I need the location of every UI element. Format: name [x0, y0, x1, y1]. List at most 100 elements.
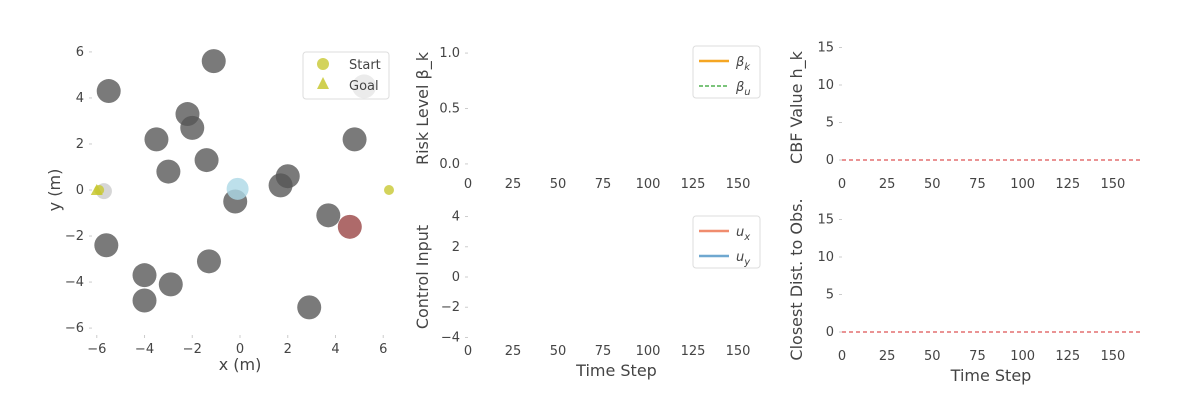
y-tick-label: 4 — [452, 210, 460, 225]
y-tick-label: 15 — [817, 213, 834, 228]
x-tick-label: 0 — [838, 349, 846, 364]
x-tick-label: 100 — [636, 177, 661, 192]
obstacle-circle — [316, 203, 341, 228]
obstacle-circle — [268, 173, 293, 198]
obstacle-circle — [94, 233, 119, 258]
legend-start-label: Start — [349, 58, 381, 73]
obstacle-circle — [201, 49, 226, 74]
obstacle-circle — [144, 127, 169, 152]
highlight-obstacle-circle — [337, 214, 362, 239]
x-axis-label: Time Step — [575, 361, 657, 380]
x-tick-label: 6 — [379, 342, 387, 357]
y-tick-label: −2 — [65, 229, 84, 244]
x-tick-label: 100 — [636, 344, 661, 359]
y-tick-label: 0.5 — [439, 102, 460, 117]
x-tick-label: 50 — [550, 344, 567, 359]
obstacle-circle — [342, 127, 367, 152]
x-tick-label: 25 — [879, 349, 896, 364]
x-tick-label: 25 — [505, 177, 522, 192]
x-tick-label: 75 — [595, 177, 612, 192]
y-axis-label: Control Input — [413, 225, 432, 329]
x-tick-label: 50 — [550, 177, 567, 192]
y-tick-label: 10 — [817, 250, 834, 265]
legend-label: βu — [735, 80, 751, 98]
x-tick-label: 75 — [969, 349, 986, 364]
legend-goal-label: Goal — [349, 79, 379, 94]
x-tick-label: 75 — [595, 344, 612, 359]
obstacle-circle — [194, 148, 219, 173]
x-tick-label: 0 — [838, 177, 846, 192]
y-tick-label: −2 — [441, 300, 460, 315]
x-tick-label: 0 — [464, 177, 472, 192]
x-tick-label: 100 — [1010, 349, 1035, 364]
y-tick-label: 0 — [826, 325, 834, 340]
obstacle-circle — [297, 295, 322, 320]
goal-marker — [90, 184, 103, 195]
x-tick-label: 150 — [726, 177, 751, 192]
y-tick-label: 6 — [76, 45, 84, 60]
y-tick-label: 0 — [452, 270, 460, 285]
legend: Start Goal — [302, 51, 390, 100]
legend-label: uy — [736, 250, 751, 268]
x-tick-label: 125 — [681, 344, 706, 359]
x-tick-label: 150 — [726, 344, 751, 359]
x-tick-label: 125 — [1055, 349, 1080, 364]
chart-risk: 0 25 50 75 100 125 150 1.0 0.5 0.0 Risk Level β_k β… — [413, 45, 761, 192]
x-tick-label: 50 — [924, 349, 941, 364]
obstacle-circle — [156, 159, 181, 184]
x-tick-label: 125 — [681, 177, 706, 192]
x-tick-label: 100 — [1010, 177, 1035, 192]
legend-label: ux — [736, 225, 750, 243]
y-tick-label: 1.0 — [439, 46, 460, 61]
y-tick-label: 0.0 — [439, 157, 460, 172]
chart-control: 0 25 50 75 100 125 150 4 2 0 −2 −4 Time Step Control … — [413, 210, 761, 380]
x-tick-label: 50 — [924, 177, 941, 192]
y-tick-label: −4 — [441, 330, 460, 345]
y-axis-label: Risk Level β_k — [413, 51, 433, 165]
x-tick-label: 25 — [505, 344, 522, 359]
x-tick-label: 150 — [1100, 349, 1125, 364]
x-tick-label: −2 — [183, 342, 202, 357]
y-tick-label: 2 — [452, 240, 460, 255]
obstacle-circle — [132, 263, 157, 288]
x-tick-label: 75 — [969, 177, 986, 192]
x-tick-label: −6 — [87, 342, 106, 357]
legend: ux uy — [692, 215, 761, 269]
x-axis-label: x (m) — [219, 355, 262, 374]
x-tick-label: 0 — [236, 342, 244, 357]
x-axis-label: Time Step — [950, 366, 1032, 385]
x-tick-label: 125 — [1055, 177, 1080, 192]
obstacle-circle — [158, 272, 183, 297]
y-tick-label: 10 — [817, 78, 834, 93]
goal-edge-marker — [384, 185, 394, 195]
legend: βk βu — [692, 45, 761, 99]
chart-trajectory: −6 −4 −2 0 2 4 6 6 4 2 0 −2 −4 −6 x (m) y (m) Start Goal — [45, 45, 394, 374]
obstacle-circle — [96, 79, 121, 104]
y-tick-label: −4 — [65, 275, 84, 290]
x-tick-label: −4 — [135, 342, 154, 357]
y-tick-label: 0 — [76, 183, 84, 198]
legend-label: βk — [735, 55, 751, 73]
x-tick-label: 4 — [331, 342, 339, 357]
obstacle-circle — [132, 288, 157, 313]
y-axis-label: CBF Value h_k — [787, 50, 807, 164]
x-tick-label: 150 — [1100, 177, 1125, 192]
obstacle-circle — [196, 249, 221, 274]
y-axis-label: y (m) — [45, 169, 64, 212]
robot-circle — [226, 177, 249, 200]
x-tick-label: 25 — [879, 177, 896, 192]
legend-box — [692, 45, 761, 99]
y-tick-label: 15 — [817, 41, 834, 56]
y-tick-label: 4 — [76, 91, 84, 106]
y-tick-label: −6 — [65, 321, 84, 336]
obstacle-circle — [180, 115, 205, 140]
legend-goal-marker — [317, 77, 329, 89]
y-tick-label: 2 — [76, 137, 84, 152]
y-axis-label: Closest Dist. to Obs. — [787, 198, 806, 360]
y-tick-label: 0 — [826, 153, 834, 168]
legend-start-marker — [317, 58, 329, 70]
y-tick-label: 5 — [826, 116, 834, 131]
